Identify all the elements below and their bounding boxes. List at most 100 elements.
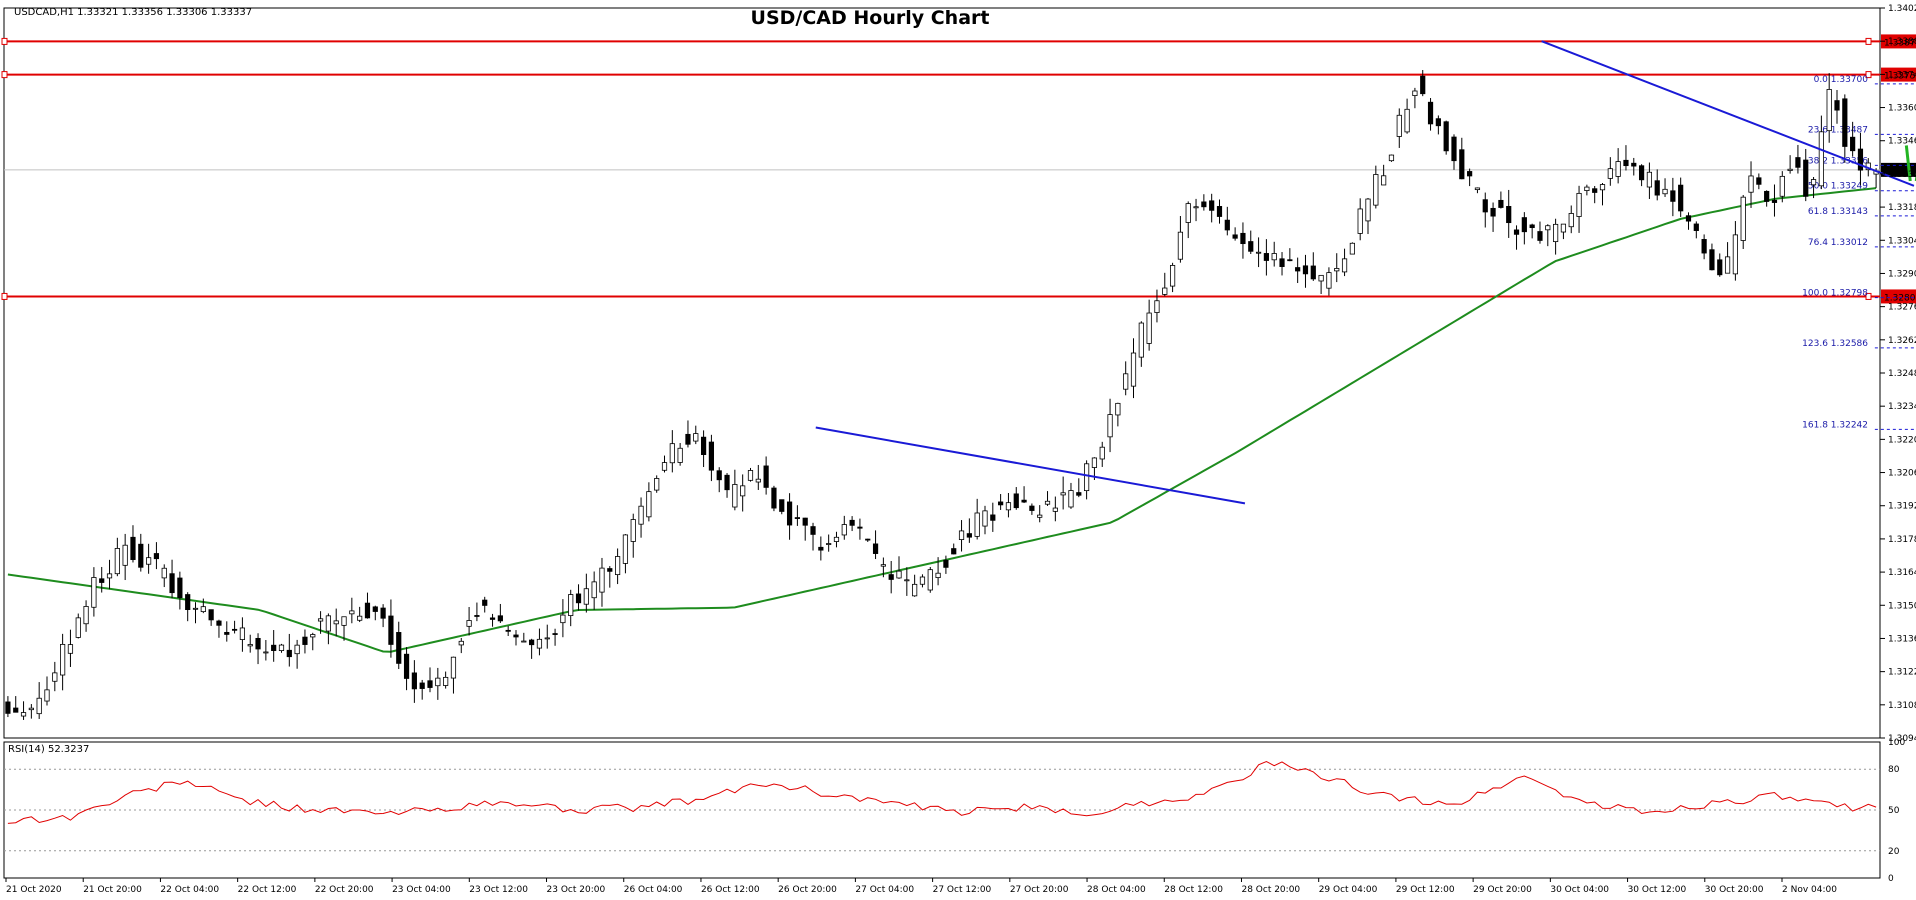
candle[interactable] bbox=[388, 599, 394, 658]
candle[interactable] bbox=[99, 566, 105, 593]
candle[interactable] bbox=[1803, 148, 1809, 202]
candle[interactable] bbox=[818, 536, 824, 561]
candle[interactable] bbox=[1607, 157, 1613, 186]
candle[interactable] bbox=[872, 530, 879, 560]
candle[interactable] bbox=[513, 630, 519, 646]
candle[interactable] bbox=[1795, 144, 1801, 174]
candle[interactable] bbox=[1193, 198, 1199, 222]
candle[interactable] bbox=[708, 434, 715, 482]
candle[interactable] bbox=[1177, 216, 1184, 263]
candle[interactable] bbox=[1537, 221, 1543, 244]
candle[interactable] bbox=[646, 482, 652, 522]
candle[interactable] bbox=[599, 557, 605, 607]
level-handle-left[interactable] bbox=[1, 37, 8, 45]
candle[interactable] bbox=[1209, 193, 1215, 223]
candle[interactable] bbox=[44, 676, 50, 706]
candle[interactable] bbox=[1818, 115, 1824, 190]
candle[interactable] bbox=[169, 559, 175, 599]
candle[interactable] bbox=[403, 647, 410, 691]
candle[interactable] bbox=[1498, 191, 1504, 209]
candle[interactable] bbox=[1513, 225, 1520, 250]
candle[interactable] bbox=[466, 607, 472, 636]
candle[interactable] bbox=[1138, 321, 1144, 367]
candle[interactable] bbox=[411, 660, 417, 703]
candle[interactable] bbox=[1357, 198, 1363, 241]
candle[interactable] bbox=[1443, 120, 1449, 155]
candle[interactable] bbox=[1310, 252, 1316, 281]
level-handle-right[interactable] bbox=[1865, 71, 1872, 79]
candle[interactable] bbox=[974, 498, 980, 540]
candle[interactable] bbox=[427, 667, 433, 693]
candle[interactable] bbox=[1318, 274, 1324, 294]
candle[interactable] bbox=[497, 603, 503, 623]
candle[interactable] bbox=[575, 584, 582, 611]
candle[interactable] bbox=[1232, 227, 1238, 241]
candle[interactable] bbox=[880, 557, 886, 578]
candle[interactable] bbox=[1201, 194, 1207, 211]
candle[interactable] bbox=[1857, 132, 1864, 186]
candle[interactable] bbox=[192, 602, 199, 624]
candle[interactable] bbox=[630, 513, 636, 558]
candle[interactable] bbox=[114, 537, 120, 577]
candle[interactable] bbox=[138, 533, 144, 572]
candle[interactable] bbox=[185, 592, 191, 622]
candle[interactable] bbox=[474, 602, 480, 622]
candle[interactable] bbox=[310, 632, 316, 651]
candle[interactable] bbox=[130, 525, 136, 563]
candle[interactable] bbox=[1568, 205, 1574, 234]
candle[interactable] bbox=[364, 592, 371, 619]
candle[interactable] bbox=[1271, 241, 1277, 267]
level-handle-left[interactable] bbox=[1, 71, 8, 79]
candle[interactable] bbox=[443, 671, 449, 689]
candle[interactable] bbox=[1560, 223, 1567, 240]
candle[interactable] bbox=[521, 632, 527, 643]
candle[interactable] bbox=[1373, 165, 1379, 209]
candle[interactable] bbox=[1474, 187, 1481, 194]
candle[interactable] bbox=[302, 629, 308, 654]
candle[interactable] bbox=[1302, 254, 1309, 288]
candle[interactable] bbox=[1810, 177, 1817, 199]
candle[interactable] bbox=[28, 704, 34, 719]
candle[interactable] bbox=[255, 633, 261, 665]
candle[interactable] bbox=[747, 467, 754, 482]
candle[interactable] bbox=[286, 633, 292, 667]
candle[interactable] bbox=[1162, 272, 1168, 297]
candle[interactable] bbox=[591, 571, 597, 610]
candle[interactable] bbox=[826, 534, 832, 552]
candle[interactable] bbox=[106, 559, 113, 590]
candle[interactable] bbox=[1060, 476, 1066, 510]
rsi-line[interactable] bbox=[7, 760, 1877, 824]
candle[interactable] bbox=[1037, 505, 1043, 523]
candle[interactable] bbox=[1388, 154, 1395, 162]
candle[interactable] bbox=[529, 638, 535, 659]
candle[interactable] bbox=[247, 634, 253, 653]
candle[interactable] bbox=[91, 567, 97, 617]
candle[interactable] bbox=[208, 609, 214, 626]
level-handle-right[interactable] bbox=[1865, 292, 1872, 300]
candle[interactable] bbox=[1623, 145, 1629, 171]
candle[interactable] bbox=[732, 469, 738, 511]
candle[interactable] bbox=[865, 538, 871, 542]
candle[interactable] bbox=[1662, 178, 1668, 197]
candle[interactable] bbox=[1490, 202, 1496, 232]
candle[interactable] bbox=[20, 701, 27, 720]
candle[interactable] bbox=[60, 633, 66, 691]
candle[interactable] bbox=[951, 543, 957, 555]
candle[interactable] bbox=[177, 571, 183, 610]
candle[interactable] bbox=[1295, 257, 1301, 284]
candle[interactable] bbox=[1834, 89, 1840, 124]
candle[interactable] bbox=[1130, 338, 1137, 399]
candle[interactable] bbox=[685, 420, 691, 448]
candle[interactable] bbox=[560, 599, 566, 638]
candle[interactable] bbox=[1068, 482, 1074, 509]
candle[interactable] bbox=[1787, 155, 1793, 174]
candle[interactable] bbox=[357, 606, 363, 623]
candle[interactable] bbox=[1654, 169, 1660, 201]
candle[interactable] bbox=[271, 630, 277, 662]
candle[interactable] bbox=[833, 531, 840, 548]
moving-average-line[interactable] bbox=[7, 187, 1877, 653]
candle[interactable] bbox=[122, 533, 128, 581]
candle[interactable] bbox=[263, 640, 269, 661]
candle[interactable] bbox=[841, 515, 847, 540]
candle[interactable] bbox=[294, 639, 300, 669]
